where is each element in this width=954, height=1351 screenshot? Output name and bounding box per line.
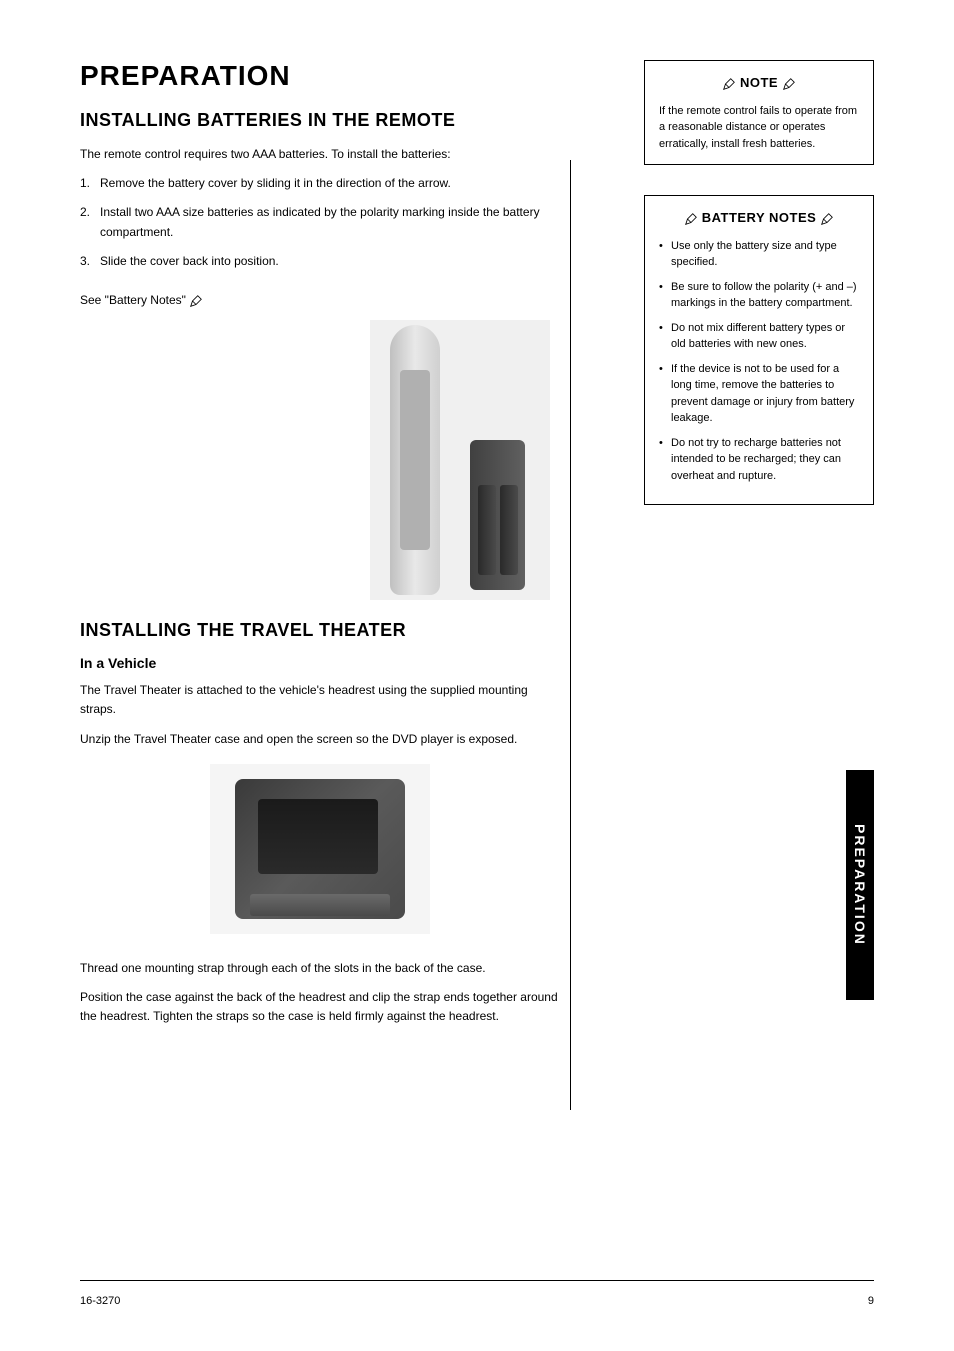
travel-theater-image (210, 764, 430, 934)
main-content-column: PREPARATION INSTALLING BATTERIES IN THE … (80, 60, 560, 1036)
install-para-4: Position the case against the back of th… (80, 988, 560, 1026)
battery-note-reference: See "Battery Notes" (80, 291, 560, 310)
install-para-1: The Travel Theater is attached to the ve… (80, 681, 560, 719)
step-3-text: Slide the cover back into position. (100, 254, 279, 268)
battery-note-ref-text: See "Battery Notes" (80, 293, 189, 307)
side-tab-preparation: PREPARATION (846, 770, 874, 1000)
remote-buttons-illustration (400, 370, 430, 550)
batteries-intro-text: The remote control requires two AAA batt… (80, 145, 560, 164)
pencil-icon (722, 77, 736, 91)
battery-note-item-3: Do not mix different battery types or ol… (659, 320, 859, 353)
dvd-tray-illustration (250, 894, 390, 916)
remote-control-image (370, 320, 550, 600)
install-para-2: Unzip the Travel Theater case and open t… (80, 730, 560, 749)
step-1-text: Remove the battery cover by sliding it i… (100, 176, 451, 190)
note-title-text: NOTE (740, 75, 778, 90)
step-2-text: Install two AAA size batteries as indica… (100, 205, 540, 238)
dvd-screen-illustration (258, 799, 378, 874)
vertical-divider-line (570, 160, 571, 1110)
step-3-number: 3. (80, 252, 90, 271)
footer-model-number: 16-3270 (80, 1295, 120, 1307)
section-title: PREPARATION (80, 60, 560, 92)
footer-divider-line (80, 1280, 874, 1281)
in-vehicle-heading: In a Vehicle (80, 655, 560, 671)
step-3: 3. Slide the cover back into position. (80, 252, 560, 271)
subsection-install-title: INSTALLING THE TRAVEL THEATER (80, 620, 560, 641)
install-para-3: Thread one mounting strap through each o… (80, 959, 560, 978)
battery-note-item-4: If the device is not to be used for a lo… (659, 361, 859, 427)
battery-steps-list: 1. Remove the battery cover by sliding i… (80, 174, 560, 271)
pencil-icon (684, 212, 698, 226)
step-2-number: 2. (80, 203, 90, 222)
battery-note-item-5: Do not try to recharge batteries not int… (659, 435, 859, 485)
battery-notes-title: BATTERY NOTES (659, 208, 859, 228)
battery-notes-box: BATTERY NOTES Use only the battery size … (644, 195, 874, 505)
step-2: 2. Install two AAA size batteries as ind… (80, 203, 560, 241)
pencil-icon (782, 77, 796, 91)
footer-page-number: 9 (868, 1295, 874, 1307)
step-1: 1. Remove the battery cover by sliding i… (80, 174, 560, 193)
battery-2-illustration (500, 485, 518, 575)
battery-notes-title-text: BATTERY NOTES (702, 210, 817, 225)
battery-1-illustration (478, 485, 496, 575)
pencil-icon (189, 294, 203, 308)
footer-row: 16-3270 9 (80, 1295, 874, 1307)
subsection-batteries-title: INSTALLING BATTERIES IN THE REMOTE (80, 110, 560, 131)
battery-notes-list: Use only the battery size and type speci… (659, 238, 859, 485)
battery-compartment-illustration (470, 440, 525, 590)
note-body-text: If the remote control fails to operate f… (659, 103, 859, 153)
sidebar-column: NOTE If the remote control fails to oper… (644, 60, 874, 535)
note-box-title: NOTE (659, 73, 859, 93)
step-1-number: 1. (80, 174, 90, 193)
page-container: PREPARATION INSTALLING BATTERIES IN THE … (0, 0, 954, 1351)
battery-note-item-2: Be sure to follow the polarity (+ and –)… (659, 279, 859, 312)
note-box: NOTE If the remote control fails to oper… (644, 60, 874, 165)
battery-note-item-1: Use only the battery size and type speci… (659, 238, 859, 271)
pencil-icon (820, 212, 834, 226)
